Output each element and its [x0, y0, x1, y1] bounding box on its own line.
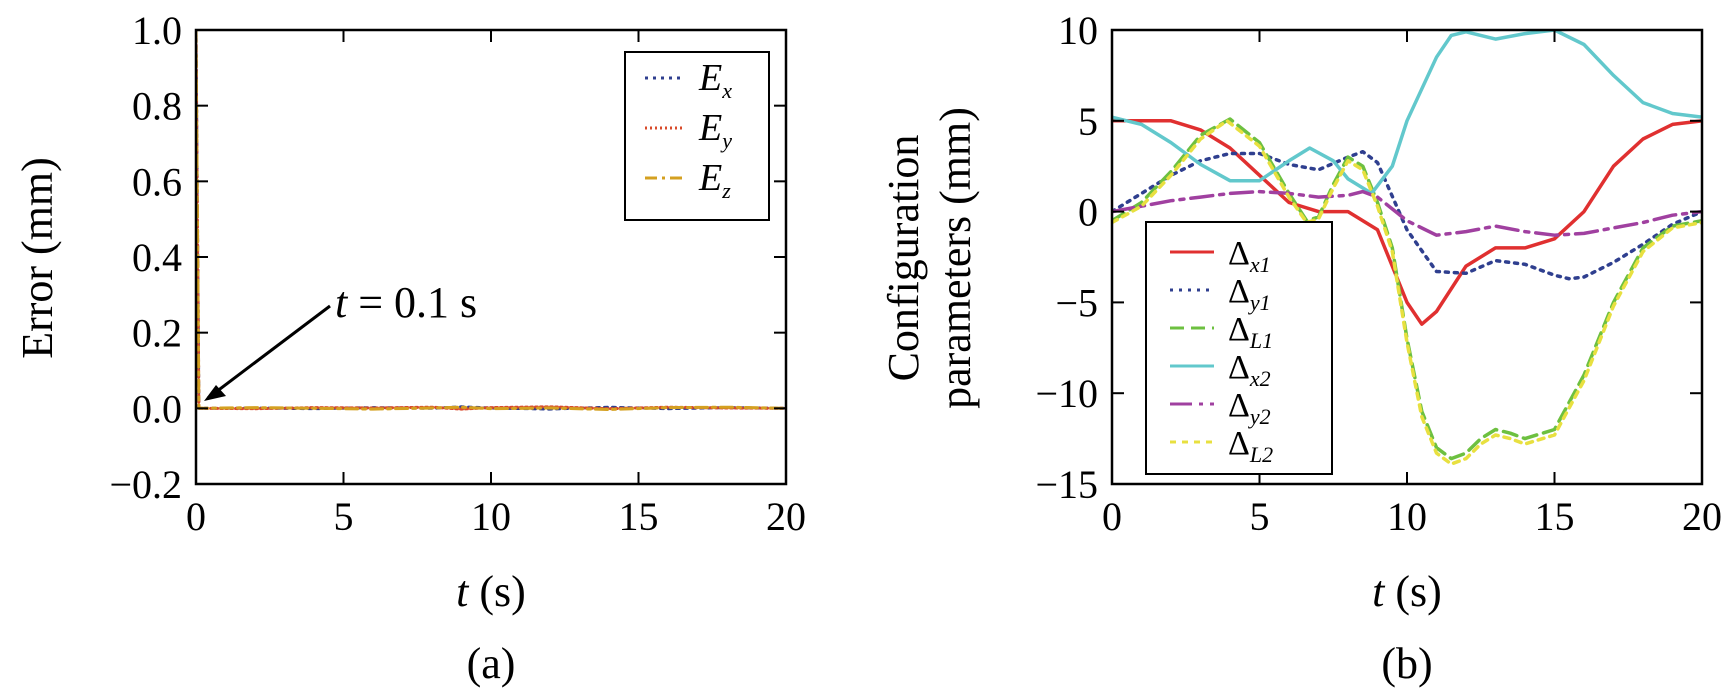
ytick-label: 0 [1078, 190, 1098, 235]
xtick-label: 20 [766, 494, 806, 539]
annotation-arrowhead [204, 385, 226, 401]
panel-b-caption: (b) [1381, 639, 1432, 688]
ytick-label: 0.8 [132, 84, 182, 129]
legend-entry-x: Ex [698, 57, 732, 103]
panel-a-xlabel: t (s) [456, 567, 526, 616]
ytick-label: 5 [1078, 99, 1098, 144]
ytick-label: −10 [1035, 371, 1098, 416]
xtick-label: 10 [1387, 494, 1427, 539]
panel-a-xlabel-var: t [456, 567, 470, 616]
ytick-label: 0.4 [132, 235, 182, 280]
series-line-x1 [1112, 119, 1702, 326]
xtick-label: 15 [619, 494, 659, 539]
panel-b-xlabel-var: t [1372, 567, 1386, 616]
ytick-label: −0.2 [109, 462, 182, 507]
panel-b-ticks: −15 −10 −5 0 5 10 0 5 10 15 20 [1035, 8, 1722, 539]
panel-a-ticks: −0.2 0.0 0.2 0.4 0.6 0.8 1.0 0 5 10 15 20 [109, 8, 806, 539]
panel-a-xlabel-unit: (s) [479, 567, 525, 616]
annotation-arrow [207, 304, 331, 400]
legend-entry-x2: Δx2 [1228, 349, 1271, 391]
series-line-y2 [1112, 189, 1702, 237]
series-line-z [196, 30, 786, 411]
panel-b-ylabel-line1: Configuration [879, 135, 928, 382]
ytick-label: 0.0 [132, 386, 182, 431]
panel-a: −0.2 0.0 0.2 0.4 0.6 0.8 1.0 0 5 10 15 20 Error (mm… [13, 8, 806, 688]
ytick-label: 0.6 [132, 159, 182, 204]
legend-entry-z: Ez [698, 157, 731, 203]
xtick-label: 5 [1250, 494, 1270, 539]
legend-entry-x1: Δx1 [1228, 235, 1271, 277]
panel-b-xlabel: t (s) [1372, 567, 1442, 616]
panel-b-ylabel-line2: parameters (mm) [931, 107, 980, 409]
legend-entry-y2: Δy2 [1228, 387, 1271, 429]
panel-a-ylabel: Error (mm) [13, 157, 62, 359]
legend-entry-L2: ΔL2 [1228, 425, 1273, 467]
legend-entry-y1: Δy1 [1228, 273, 1271, 315]
annotation-label: t = 0.1 s [335, 278, 477, 327]
panel-a-series [196, 30, 786, 411]
panel-b-legend-box [1145, 221, 1333, 475]
series-line-x2 [1112, 30, 1702, 196]
legend-entry-y: Ey [698, 107, 732, 153]
xtick-label: 5 [334, 494, 354, 539]
panel-b: −15 −10 −5 0 5 10 0 5 10 15 20 Configuration param… [879, 8, 1722, 688]
series-line-y1 [1112, 149, 1702, 281]
ytick-label: 10 [1058, 8, 1098, 53]
xtick-label: 15 [1535, 494, 1575, 539]
ytick-label: 0.2 [132, 311, 182, 356]
xtick-label: 20 [1682, 494, 1722, 539]
xtick-label: 0 [1102, 494, 1122, 539]
xtick-label: 0 [186, 494, 206, 539]
xtick-label: 10 [471, 494, 511, 539]
panel-a-annotation: t = 0.1 s [204, 278, 477, 401]
panel-b-series [1112, 30, 1702, 466]
legend-entry-L1: ΔL1 [1228, 311, 1273, 353]
panel-b-xlabel-unit: (s) [1395, 567, 1441, 616]
series-line-L1 [1112, 117, 1702, 461]
panel-a-caption: (a) [467, 639, 516, 688]
ytick-label: −15 [1035, 462, 1098, 507]
ytick-label: −5 [1055, 280, 1098, 325]
ytick-label: 1.0 [132, 8, 182, 53]
series-line-L2 [1112, 119, 1702, 466]
panel-a-legend-box [624, 51, 770, 221]
